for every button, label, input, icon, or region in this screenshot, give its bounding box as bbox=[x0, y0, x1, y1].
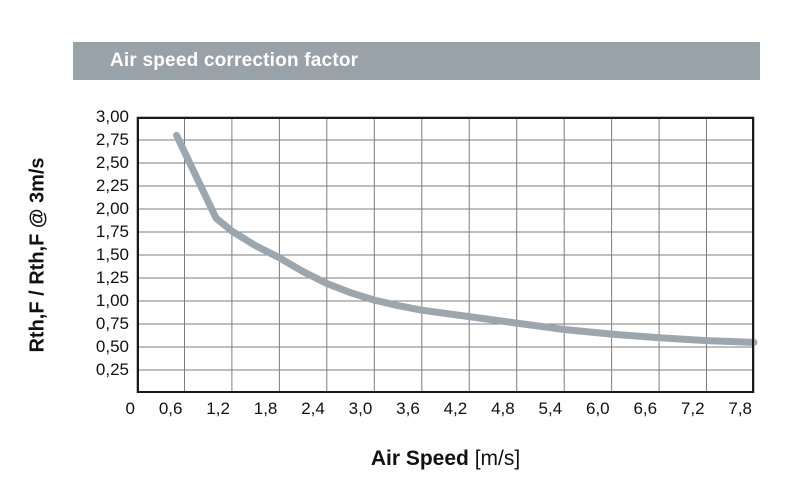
y-tick-label: 1,25 bbox=[95, 268, 129, 287]
y-tick-label: 1,00 bbox=[95, 291, 129, 310]
y-tick-label: 0,50 bbox=[95, 337, 129, 356]
x-tick-label: 2,4 bbox=[301, 399, 325, 418]
y-tick-label: 0,75 bbox=[95, 314, 129, 333]
y-tick-label: 1,50 bbox=[95, 245, 129, 264]
x-tick-label: 7,2 bbox=[680, 399, 705, 418]
gridlines bbox=[136, 116, 755, 393]
section-header-title: Air speed correction factor bbox=[110, 50, 359, 71]
x-tick-label: 0 bbox=[125, 399, 135, 418]
x-tick-label: 0,6 bbox=[158, 399, 183, 418]
x-tick-label: 1,2 bbox=[206, 399, 230, 418]
y-tick-label: 2,75 bbox=[95, 130, 129, 149]
x-tick-label: 3,0 bbox=[348, 399, 373, 418]
y-tick-label: 1,75 bbox=[95, 222, 129, 241]
x-tick-label: 6,0 bbox=[585, 399, 610, 418]
x-axis-title-unit: [m/s] bbox=[474, 447, 521, 470]
y-tick-label: 2,25 bbox=[95, 176, 129, 195]
y-tick-label: 0,25 bbox=[95, 360, 129, 379]
section-header-bar: Air speed correction factor bbox=[73, 42, 760, 80]
plot-border bbox=[137, 117, 754, 393]
y-tick-label: 2,00 bbox=[95, 199, 129, 218]
x-tick-label: 3,6 bbox=[396, 399, 420, 418]
x-tick-label: 4,2 bbox=[443, 399, 468, 418]
y-axis-title: Rth,F / Rth,F @ 3m/s bbox=[26, 157, 49, 353]
x-axis-title: Air Speed [m/s] bbox=[137, 447, 754, 471]
y-tick-label: 3,00 bbox=[95, 107, 129, 126]
x-tick-label: 7,8 bbox=[728, 399, 752, 418]
x-tick-label: 6,6 bbox=[633, 399, 658, 418]
x-tick-label: 5,4 bbox=[538, 399, 563, 418]
correction-factor-chart bbox=[136, 116, 758, 393]
x-tick-label: 1,8 bbox=[253, 399, 278, 418]
y-tick-label: 2,50 bbox=[95, 153, 129, 172]
x-axis-title-name: Air Speed bbox=[370, 447, 469, 470]
x-tick-label: 4,8 bbox=[491, 399, 515, 418]
chart-plot-area bbox=[136, 116, 758, 393]
correction-factor-curve bbox=[173, 131, 758, 346]
